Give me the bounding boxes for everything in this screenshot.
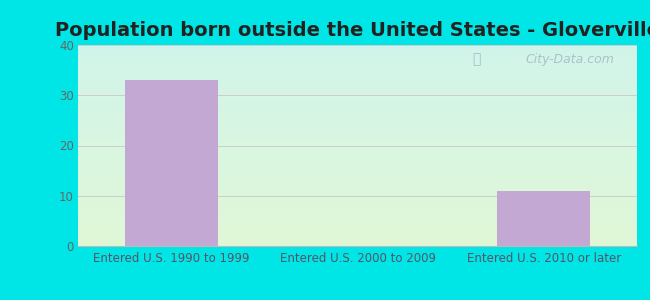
Bar	[125, 80, 218, 246]
Text: City-Data.com: City-Data.com	[526, 53, 615, 66]
Bar	[497, 191, 590, 246]
Text: Population born outside the United States - Gloverville: Population born outside the United State…	[55, 21, 650, 40]
Text: ⓘ: ⓘ	[472, 52, 480, 66]
